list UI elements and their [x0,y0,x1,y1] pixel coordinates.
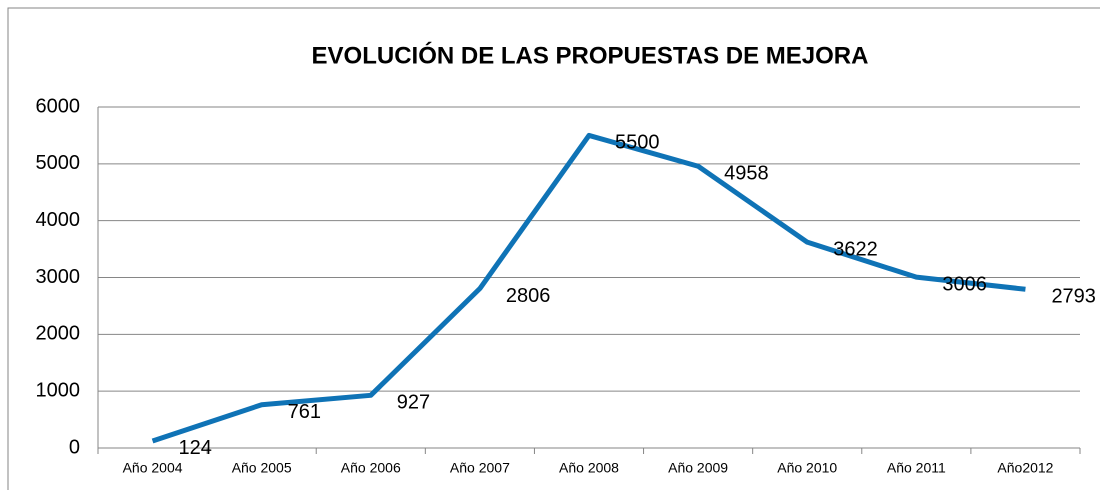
x-tick-label: Año 2007 [450,460,510,476]
data-label: 124 [179,437,212,459]
x-tick-label: Año 2011 [887,460,946,476]
y-tick-label: 2000 [36,323,81,345]
data-label: 927 [397,392,430,414]
data-label: 4958 [724,163,769,185]
chart-frame [7,7,1100,490]
x-tick-label: Año 2008 [559,460,619,476]
x-tick-label: Año2012 [997,460,1053,476]
data-label: 3006 [942,273,987,295]
x-tick-label: Año 2004 [123,460,183,476]
x-tick-label: Año 2009 [668,460,728,476]
y-tick-label: 0 [69,436,80,458]
y-tick-label: 1000 [36,379,81,401]
y-tick-label: 3000 [36,266,81,288]
data-label: 2793 [1051,286,1096,308]
data-label: 761 [288,401,321,423]
line-series [151,132,1026,444]
y-tick-label: 6000 [36,95,81,117]
x-tick-label: Año 2005 [232,460,292,476]
x-tick-label: Año 2006 [341,460,401,476]
chart-title: EVOLUCIÓN DE LAS PROPUESTAS DE MEJORA [312,41,869,69]
data-label: 3622 [833,238,878,260]
data-label: 2806 [506,285,551,307]
data-label: 5500 [615,132,660,154]
y-tick-label: 4000 [36,209,81,231]
y-tick-label: 5000 [36,152,81,174]
x-tick-label: Año 2010 [777,460,837,476]
